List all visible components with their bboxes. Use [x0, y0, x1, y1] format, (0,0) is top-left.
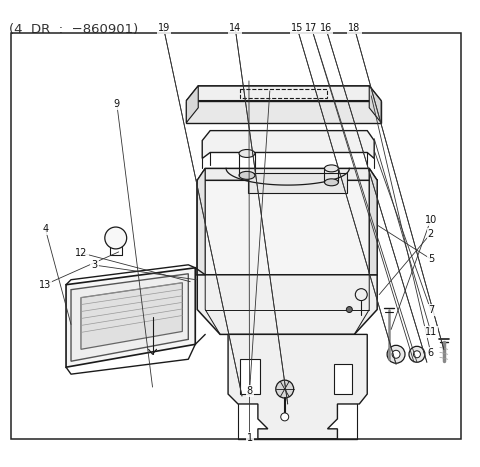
- Polygon shape: [186, 86, 381, 101]
- Polygon shape: [71, 274, 188, 361]
- Polygon shape: [197, 275, 377, 334]
- Text: 2: 2: [428, 228, 434, 239]
- Text: 18: 18: [348, 23, 360, 33]
- Ellipse shape: [324, 165, 338, 172]
- Text: 11: 11: [425, 327, 437, 337]
- Bar: [240, 89, 327, 98]
- Text: 6: 6: [428, 348, 434, 358]
- Text: 19: 19: [157, 23, 170, 33]
- Polygon shape: [202, 131, 374, 158]
- Text: 5: 5: [428, 254, 434, 264]
- Circle shape: [347, 306, 352, 312]
- Text: (4  DR  :  −860901): (4 DR : −860901): [10, 23, 139, 36]
- Polygon shape: [197, 169, 205, 275]
- Polygon shape: [228, 334, 367, 439]
- Ellipse shape: [239, 149, 255, 157]
- Text: 15: 15: [291, 23, 303, 33]
- Circle shape: [413, 351, 420, 358]
- Circle shape: [281, 413, 288, 421]
- Text: 9: 9: [114, 99, 120, 109]
- Polygon shape: [66, 268, 195, 367]
- Polygon shape: [81, 283, 182, 349]
- Bar: [12, 33, 461, 439]
- Circle shape: [105, 227, 127, 249]
- Polygon shape: [197, 169, 377, 180]
- Bar: [248, 173, 348, 193]
- Polygon shape: [197, 180, 377, 275]
- Text: 8: 8: [247, 386, 252, 396]
- Text: 3: 3: [91, 260, 97, 270]
- Text: 1: 1: [247, 433, 252, 443]
- Text: 7: 7: [428, 305, 434, 315]
- Polygon shape: [369, 169, 377, 275]
- Circle shape: [387, 345, 405, 363]
- Ellipse shape: [324, 179, 338, 186]
- Circle shape: [409, 347, 425, 362]
- Polygon shape: [186, 101, 381, 123]
- Circle shape: [276, 380, 294, 398]
- Text: 16: 16: [320, 23, 332, 33]
- Circle shape: [392, 350, 400, 358]
- Polygon shape: [369, 86, 381, 123]
- Ellipse shape: [239, 171, 255, 179]
- Text: 10: 10: [425, 214, 437, 225]
- Bar: [335, 364, 352, 394]
- Text: 17: 17: [305, 23, 318, 33]
- Bar: [240, 359, 260, 394]
- Polygon shape: [186, 86, 198, 123]
- Text: 13: 13: [39, 280, 51, 290]
- Text: 4: 4: [42, 224, 48, 234]
- Text: 12: 12: [75, 248, 88, 258]
- Text: 14: 14: [229, 23, 241, 33]
